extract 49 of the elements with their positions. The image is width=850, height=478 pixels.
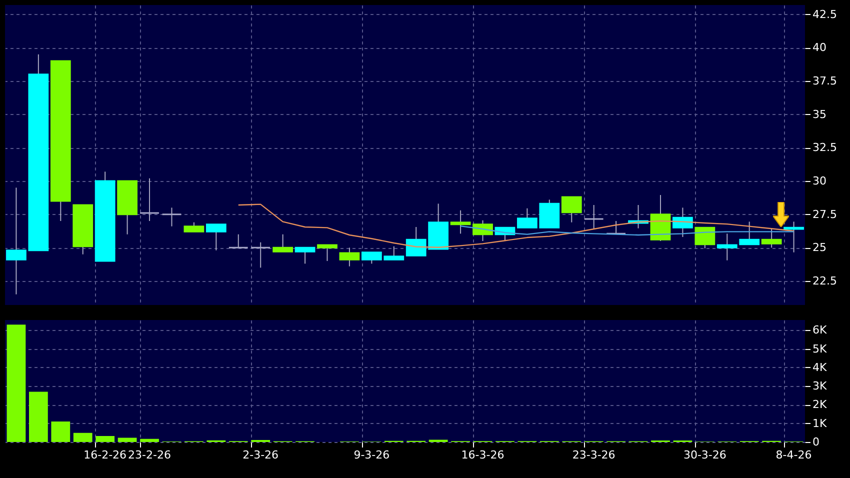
candlestick — [694, 226, 716, 249]
x-tick-label: 9-3-26 — [354, 448, 390, 462]
candlestick — [450, 210, 471, 234]
x-tick-label: 30-3-26 — [683, 448, 726, 462]
y-tick-label: 22.5 — [812, 274, 837, 288]
y-tick-label: 25 — [812, 241, 826, 254]
bar — [28, 392, 48, 442]
x-tick-label: 16-2-26 — [84, 448, 127, 462]
bar — [6, 324, 26, 442]
x-tick-label: 8-4-26 — [776, 448, 812, 462]
y-tick-label: 2K — [812, 398, 828, 412]
candlestick — [784, 221, 804, 253]
candlestick — [162, 207, 182, 227]
y-tick-label: 32.5 — [812, 141, 837, 154]
candlestick — [294, 246, 316, 264]
y-tick-label: 37.5 — [812, 74, 837, 88]
candlestick — [672, 207, 693, 238]
candlestick — [317, 244, 338, 262]
y-tick-label: 4K — [812, 360, 828, 374]
x-tick-label: 23-3-26 — [572, 448, 616, 462]
x-tick-label: 23-2-26 — [128, 448, 171, 462]
bar — [96, 436, 115, 442]
y-tick-label: 35 — [812, 108, 826, 121]
candlestick — [184, 222, 204, 232]
y-tick-label: 40 — [812, 41, 826, 54]
candlestick — [206, 224, 226, 251]
bar — [140, 438, 159, 442]
y-tick-label: 42.5 — [812, 8, 837, 21]
x-tick-label: 2-3-26 — [242, 448, 279, 462]
candlestick — [250, 242, 271, 268]
candlestick — [139, 178, 160, 222]
candlestick — [228, 234, 249, 248]
y-tick-label: 3K — [812, 380, 828, 393]
candlestick — [584, 204, 604, 230]
bar — [73, 432, 92, 442]
y-tick-label: 0 — [812, 436, 820, 448]
y-tick-label: 1K — [812, 416, 828, 430]
x-tick-label: 16-3-26 — [461, 448, 504, 462]
bar — [51, 422, 70, 442]
y-tick-label: 30 — [812, 174, 826, 188]
candlestick — [761, 228, 782, 248]
bar — [118, 438, 137, 442]
y-tick-label: 27.5 — [812, 208, 837, 221]
candlestick — [561, 196, 582, 223]
candlestick — [606, 220, 626, 234]
y-tick-label: 5K — [812, 342, 828, 356]
candlestick — [272, 234, 294, 252]
y-tick-label: 6K — [812, 324, 828, 337]
candlestick — [339, 247, 360, 267]
